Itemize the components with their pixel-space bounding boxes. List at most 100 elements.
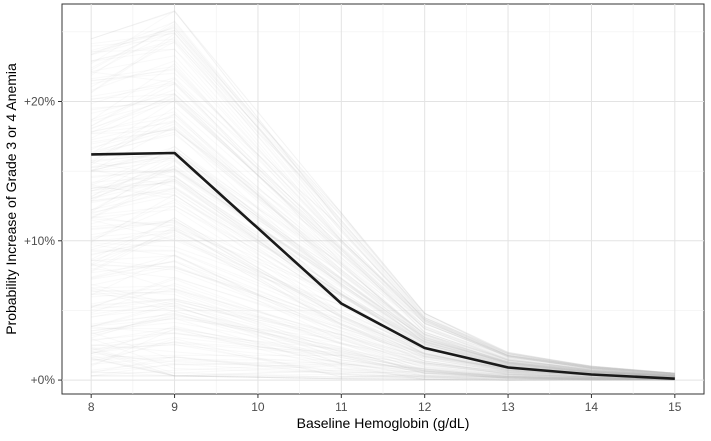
simulation-line xyxy=(91,101,675,376)
y-tick-label: +20% xyxy=(24,95,55,109)
simulation-line xyxy=(91,171,675,377)
simulation-line xyxy=(91,263,675,379)
simulation-line xyxy=(91,121,675,376)
simulation-line xyxy=(91,32,675,374)
simulation-line xyxy=(91,310,675,380)
simulation-line xyxy=(91,180,675,377)
simulation-line xyxy=(91,362,675,381)
simulation-line xyxy=(91,48,675,374)
simulation-line xyxy=(91,336,675,381)
simulation-line xyxy=(91,344,675,381)
simulation-line xyxy=(91,40,675,374)
simulation-line xyxy=(91,327,675,380)
simulation-line xyxy=(90,32,675,375)
simulation-line xyxy=(90,113,675,376)
simulation-line xyxy=(90,78,675,376)
simulation-line xyxy=(91,38,675,374)
simulation-line xyxy=(90,96,675,376)
simulation-line xyxy=(90,10,675,374)
simulation-line xyxy=(91,327,675,381)
simulation-line xyxy=(91,317,675,380)
simulation-line xyxy=(91,341,675,381)
simulation-line xyxy=(91,356,675,381)
simulation-line xyxy=(91,344,675,380)
x-tick-label: 11 xyxy=(335,400,348,414)
simulation-line xyxy=(91,72,675,375)
mean-line-layer xyxy=(91,151,675,380)
simulation-line xyxy=(90,25,675,374)
simulation-line xyxy=(91,341,675,380)
simulation-line xyxy=(91,155,675,377)
simulation-line xyxy=(91,83,675,375)
simulation-line xyxy=(91,178,675,377)
simulation-line xyxy=(90,328,675,381)
simulation-line xyxy=(91,26,675,375)
simulation-line xyxy=(91,298,675,379)
simulation-line xyxy=(91,375,675,381)
simulation-line xyxy=(91,11,675,375)
simulation-line xyxy=(91,304,675,380)
simulation-line xyxy=(91,307,675,380)
simulation-line xyxy=(91,129,675,376)
simulation-line xyxy=(91,332,675,380)
simulation-line xyxy=(91,159,675,377)
simulation-line xyxy=(91,255,675,379)
simulation-line xyxy=(91,128,675,376)
simulation-line xyxy=(91,113,675,376)
simulation-line xyxy=(90,120,675,376)
simulation-line xyxy=(91,287,675,380)
x-tick-label: 15 xyxy=(668,400,682,414)
simulation-line xyxy=(91,187,675,378)
simulation-line xyxy=(91,111,675,377)
simulation-line xyxy=(91,371,675,381)
simulation-line xyxy=(91,338,675,380)
simulation-line xyxy=(90,20,675,375)
simulation-line xyxy=(91,29,675,374)
simulation-line xyxy=(91,357,675,381)
simulation-line xyxy=(91,291,675,380)
simulation-line xyxy=(91,165,675,376)
simulation-line xyxy=(91,312,675,380)
simulation-line xyxy=(90,93,675,376)
simulation-line xyxy=(91,93,675,375)
simulation-line xyxy=(91,332,675,380)
simulation-line xyxy=(91,331,675,380)
simulation-line xyxy=(91,168,675,377)
simulation-line xyxy=(90,106,675,377)
simulation-line xyxy=(91,119,675,377)
simulation-line xyxy=(91,71,675,375)
simulation-line xyxy=(91,290,675,379)
simulation-line xyxy=(91,375,675,381)
simulation-line xyxy=(91,69,675,375)
simulation-line xyxy=(91,48,675,374)
simulation-line xyxy=(91,300,675,379)
simulation-line xyxy=(90,178,675,378)
simulation-line xyxy=(91,116,675,375)
simulation-line xyxy=(91,60,675,375)
simulation-line xyxy=(91,10,675,374)
simulation-line xyxy=(91,276,675,379)
simulation-line xyxy=(91,131,675,377)
simulation-line xyxy=(91,342,675,380)
simulation-line xyxy=(91,94,675,376)
simulation-line xyxy=(91,285,675,379)
simulation-line xyxy=(91,354,675,380)
simulation-line xyxy=(90,29,675,374)
simulation-line xyxy=(91,170,675,377)
simulation-line xyxy=(90,145,675,377)
simulation-line xyxy=(91,123,675,377)
simulation-line xyxy=(91,372,675,381)
x-tick-label: 12 xyxy=(418,400,432,414)
simulation-line xyxy=(91,154,675,377)
simulation-line xyxy=(91,325,675,381)
simulation-line xyxy=(91,361,675,381)
simulation-line xyxy=(91,169,675,377)
x-tick-label: 10 xyxy=(251,400,265,414)
simulation-line xyxy=(91,10,675,374)
x-tick-label: 13 xyxy=(501,400,515,414)
simulation-line xyxy=(91,283,675,379)
x-tick-label: 14 xyxy=(585,400,599,414)
simulation-line xyxy=(91,293,675,380)
x-tick-label: 9 xyxy=(171,400,178,414)
simulation-line xyxy=(91,157,675,377)
